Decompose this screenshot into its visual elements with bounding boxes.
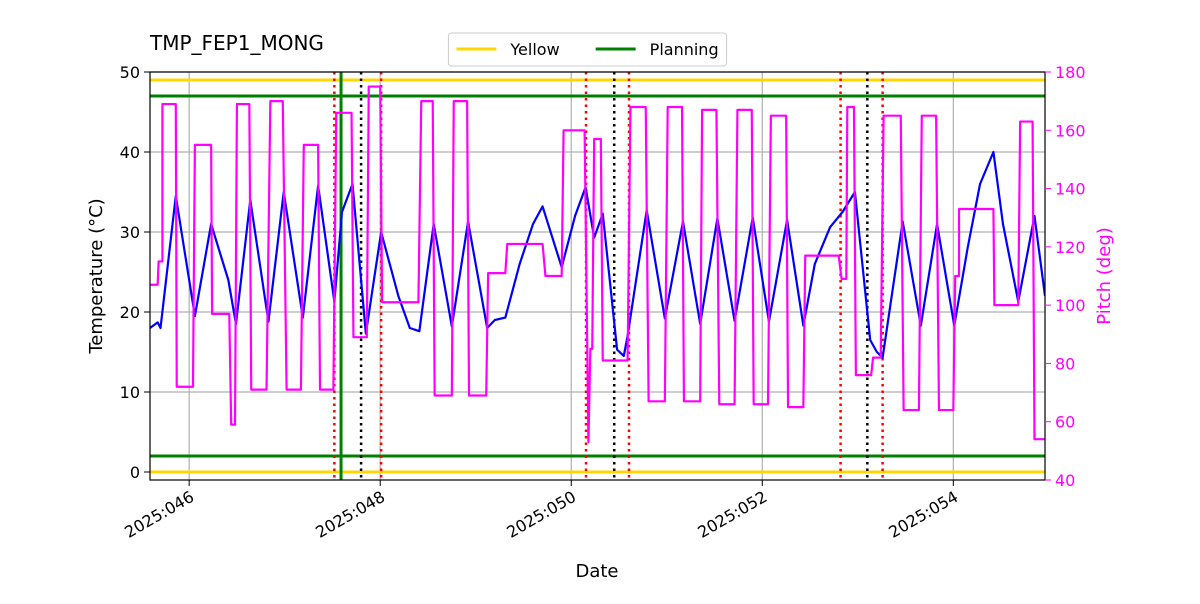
y-tick-label: 30 [120,223,140,242]
y2-tick-label: 140 [1055,180,1086,199]
legend-box [447,32,728,67]
y-tick-label: 0 [130,463,140,482]
chart-title: TMP_FEP1_MONG [149,31,324,55]
y2-tick-label: 40 [1055,471,1075,490]
y-tick-label: 10 [120,383,140,402]
plot-frame [149,71,1046,481]
y2-tick-label: 160 [1055,121,1086,140]
legend: Yellow Planning [447,32,728,67]
data-line [150,85,1045,444]
y-tick-label: 40 [120,143,140,162]
legend-label: Yellow [509,40,559,59]
y2-tick-label: 180 [1055,63,1086,82]
y-axis-label: Temperature (°C) [86,198,107,354]
plot-area [150,72,1045,480]
y2-tick-label: 100 [1055,296,1086,315]
legend-label: Planning [650,40,719,59]
y2-tick-label: 80 [1055,354,1075,373]
y-tick-label: 50 [120,63,140,82]
x-axis-label: Date [575,561,618,582]
y2-tick-label: 120 [1055,238,1086,257]
y2-axis-label: Pitch (deg) [1094,227,1115,325]
data-line [150,150,1045,359]
y-tick-label: 20 [120,303,140,322]
y2-tick-label: 60 [1055,413,1075,432]
